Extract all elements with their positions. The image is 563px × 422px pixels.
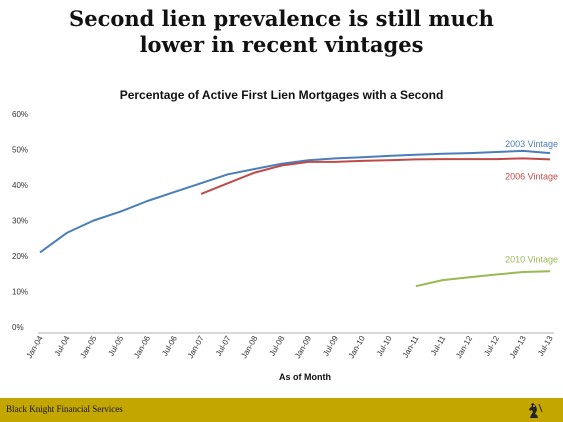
x-tick-label: Jul-13 [536,334,555,358]
x-tick-label: Jul-11 [429,334,448,357]
x-tick-label: Jul-05 [107,334,126,358]
y-tick-label: 10% [12,288,28,297]
x-tick-label: Jan-05 [78,334,98,360]
series-line-2006 [200,157,551,195]
x-tick-label: Jan-10 [347,334,367,360]
x-tick-label: Jul-06 [160,334,179,358]
slide-title-line-2: lower in recent vintages [139,32,424,57]
x-tick-label: Jan-13 [508,334,528,360]
knight-logo-icon [529,403,543,418]
slide-title-line-1: Second lien prevalence is still much [69,6,494,31]
x-tick-label: Jul-09 [321,334,340,358]
x-tick-label: Jan-09 [293,334,313,360]
y-tick-label: 40% [12,181,28,190]
series-label-2010: 2010 Vintage [505,254,558,264]
chart-title: Percentage of Active First Lien Mortgage… [119,88,444,102]
slide-title: Second lien prevalence is still much low… [0,6,563,58]
x-tick-label: Jan-08 [239,334,259,360]
line-chart: 0% 10% 20% 30% 40% 50% 60% Jan-04 Jul-04 Jan-05 Ju… [12,110,558,382]
y-tick-label: 0% [12,323,24,332]
x-tick-label: Jul-12 [482,334,501,358]
footer-company-name: Black Knight Financial Services [6,404,123,414]
x-tick-label: Jul-07 [214,334,233,358]
x-tick-label: Jul-10 [375,334,394,358]
x-tick-label: Jan-06 [132,334,152,360]
x-axis-label: As of Month [279,372,331,382]
x-tick-label: Jul-04 [53,334,72,358]
series-label-2006: 2006 Vintage [505,171,558,181]
y-tick-label: 30% [12,217,28,226]
y-tick-label: 50% [12,146,28,155]
series-label-2003: 2003 Vintage [505,139,558,149]
x-tick-label: Jan-04 [25,334,45,360]
series-line-2010 [415,270,551,288]
y-tick-label: 60% [12,110,28,119]
x-tick-label: Jan-12 [454,334,474,360]
series-line-2003 [39,149,551,254]
x-tick-label: Jul-08 [268,334,287,358]
x-tick-label: Jan-07 [186,334,206,360]
y-tick-label: 20% [12,252,28,261]
footer-bar: Black Knight Financial Services [0,398,563,422]
x-tick-label: Jan-11 [401,334,421,360]
